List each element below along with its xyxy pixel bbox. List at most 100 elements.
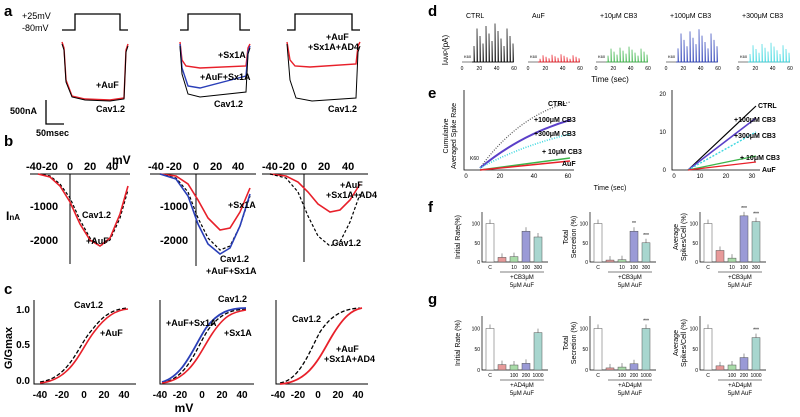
b2-label-cav12: Cav1.2 (220, 254, 249, 264)
d-trace-xtick-4-0: 0 (737, 66, 740, 72)
e-left-label-10: + 10μM CB3 (542, 149, 582, 156)
c2-xtick-1: -20 (173, 390, 188, 401)
b-x-unit: mV (112, 153, 131, 167)
bar-ytick-g-charts-2-2: 0 (695, 368, 698, 374)
d-trace-label-4: +300μM CB3 (742, 13, 783, 20)
c1-xtick-4: 40 (118, 390, 130, 401)
label-a2-cav12: Cav1.2 (214, 99, 243, 109)
c2-xtick-2: 0 (199, 390, 205, 401)
bar-star-g-charts-1-4: *** (643, 318, 649, 324)
d-trace-label-0: CTRL (466, 13, 484, 20)
b1-ytick-1: -2000 (30, 235, 58, 247)
bar-xtick-g-charts-1-0: C (596, 373, 600, 379)
bar-bracket-label-f-charts-2: +CB3μM (728, 275, 752, 281)
bar-ytick-f-charts-1-1: 50 (582, 241, 588, 247)
bar-ylabel-f-charts-0: Initial Rate(%) (455, 215, 462, 259)
panel-b: b mV InA -40 -20 0 20 40 -1000 -2000 Cav… (4, 133, 377, 276)
trace-cav12-1 (61, 43, 129, 102)
scale-x-label: 50msec (36, 128, 69, 138)
c1-curve-auf (39, 308, 129, 384)
c1-xtick-1: -20 (55, 390, 70, 401)
bar-f-charts-0-2 (509, 256, 519, 263)
bar-condition-g-charts-2: 5μM AuF (728, 391, 752, 397)
c-xlabel: mV (175, 401, 194, 415)
d-trace-xtick-3-3: 60 (715, 66, 721, 72)
e-ylabel-1: Cumulative (443, 118, 450, 153)
bar-ylabel-g-charts-0: Initial Rate (%) (455, 320, 462, 366)
bar-g-charts-1-0 (593, 328, 603, 371)
bar-ytick-g-charts-1-1: 50 (582, 347, 588, 353)
bar-xtick-f-charts-0-0: C (488, 265, 492, 271)
e-left-100 (479, 119, 571, 169)
bar-g-charts-2-2 (727, 364, 737, 371)
e-right-xtick-1: 10 (697, 174, 704, 180)
c3-xtick-0: -40 (271, 390, 286, 401)
e-xlabel: Time (sec) (594, 185, 627, 192)
label-a3-cav12: Cav1.2 (328, 104, 357, 114)
c2-curve-cav12 (161, 308, 247, 384)
d-xlabel: Time (sec) (591, 75, 629, 84)
c2-label-auf-sx1a: +AuF+Sx1A (166, 318, 217, 328)
trace-auf-sx1a-ad4-3 (286, 41, 361, 68)
e-right-auf (687, 161, 757, 171)
d-trace-xtick-1-3: 60 (577, 66, 583, 72)
bar-g-charts-2-3 (739, 357, 749, 371)
scale-bar (45, 100, 64, 125)
d-ylabel-unit: (pA) (441, 34, 450, 49)
e-right-axes (671, 90, 760, 171)
c1-ytick-0: 1.0 (16, 305, 30, 316)
bar-star-f-charts-2-4: *** (753, 212, 759, 218)
panel-c-letter: c (4, 281, 12, 298)
d-trace-marker-0: K60 (464, 54, 472, 59)
bar-star-g-charts-2-4: *** (753, 328, 759, 334)
c3-label-sx1a-ad4: +Sx1A+AD4 (324, 354, 375, 364)
c2-curve-auf-sx1a (161, 307, 247, 383)
bar-f-charts-1-1 (605, 259, 615, 263)
e-right-xtick-3: 30 (749, 174, 756, 180)
bar-ylabel2-g-charts-1: Secretion (%) (571, 322, 578, 364)
bar-xtick-g-charts-2-0: C (706, 373, 710, 379)
d-trace-xtick-2-0: 0 (595, 66, 598, 72)
e-left-label-300: +300μM CB3 (534, 131, 576, 138)
c2-label-sx1a: +Sx1A (224, 328, 252, 338)
b1-xtick-2: 0 (67, 161, 73, 173)
bar-f-charts-1-3 (629, 230, 639, 263)
bar-g-charts-0-2 (509, 364, 519, 371)
bar-ytick-g-charts-2-1: 50 (692, 347, 698, 353)
bar-bracket-label-g-charts-2: +AD4μM (728, 383, 752, 389)
bar-f-charts-0-4 (533, 236, 543, 263)
bar-xtick-g-charts-2-3: 200 (740, 373, 749, 379)
d-trace-spikes-3 (676, 29, 718, 63)
bar-ytick-f-charts-1-2: 0 (585, 260, 588, 266)
d-ylabel-sub: AMP (444, 50, 450, 63)
bar-xtick-g-charts-0-0: C (488, 373, 492, 379)
bar-xtick-f-charts-0-2: 10 (511, 265, 517, 271)
bar-g-charts-2-0 (703, 328, 713, 371)
b3-curve-cav12 (269, 173, 361, 247)
panel-d-letter: d (428, 3, 437, 20)
panel-b-letter: b (4, 133, 13, 150)
voltage-protocol-2 (180, 13, 250, 31)
scale-y-label: 500nA (10, 106, 38, 116)
b2-ytick-1: -2000 (160, 235, 188, 247)
d-trace-xtick-2-2: 40 (628, 66, 634, 72)
voltage-high-label: +25mV (22, 11, 51, 21)
c1-xtick-3: 20 (98, 390, 110, 401)
e-left-label-ctrl: CTRL (548, 101, 567, 108)
bar-ytick-g-charts-0-2: 0 (477, 368, 480, 374)
b1-xtick-3: 20 (84, 161, 96, 173)
bar-condition-g-charts-0: 5μM AuF (510, 391, 534, 397)
b1-label-cav12: Cav1.2 (82, 210, 111, 220)
bar-ytick-f-charts-2-1: 50 (692, 241, 698, 247)
trace-cav12-2 (179, 45, 251, 98)
bar-f-charts-2-2 (727, 257, 737, 263)
c2-curve-sx1a (161, 309, 247, 384)
bar-ylabel2-g-charts-2: Spikes/Cell (%) (681, 319, 688, 367)
bar-ytick-f-charts-2-0: 100 (690, 222, 699, 228)
bar-condition-f-charts-1: 5μM AuF (618, 283, 642, 289)
bar-condition-g-charts-1: 5μM AuF (618, 391, 642, 397)
label-a1-cav12: Cav1.2 (96, 104, 125, 114)
e-right-label-100: +100μM CB3 (734, 117, 776, 124)
d-trace-marker-3: K60 (668, 54, 676, 59)
bar-g-charts-0-0 (485, 328, 495, 371)
